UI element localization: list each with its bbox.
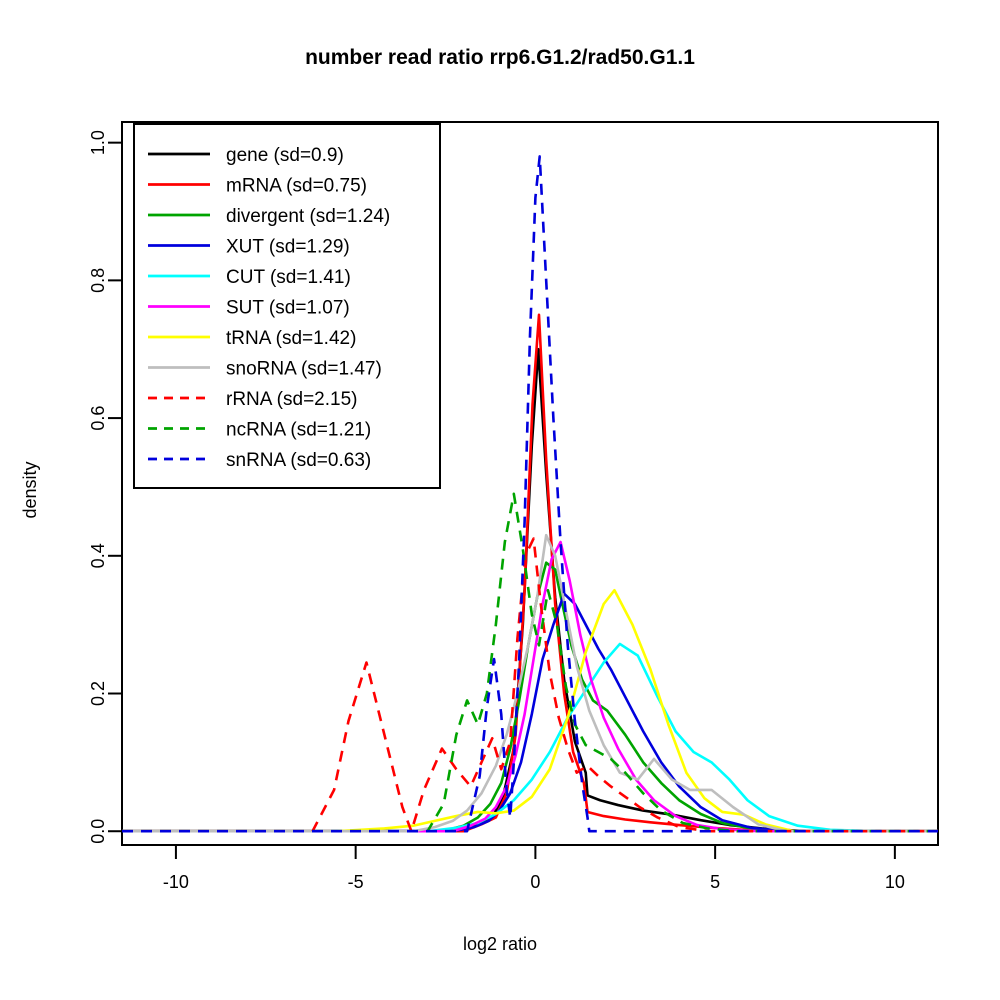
- series-line-tRNA: [122, 588, 938, 833]
- x-tick-label: 5: [710, 872, 720, 892]
- y-tick-label: 0.8: [88, 268, 108, 293]
- legend-label-tRNA: tRNA (sd=1.42): [226, 328, 356, 349]
- x-tick-label: 10: [885, 872, 905, 892]
- y-tick-label: 0.4: [88, 543, 108, 568]
- y-tick-label: 0.0: [88, 819, 108, 844]
- legend-label-ncRNA: ncRNA (sd=1.21): [226, 420, 371, 441]
- y-tick-label: 1.0: [88, 130, 108, 155]
- plot-frame: [121, 121, 939, 846]
- legend-label-SUT: SUT (sd=1.07): [226, 298, 350, 319]
- page-title: number read ratio rrp6.G1.2/rad50.G1.1: [305, 46, 695, 69]
- series-layer: [122, 155, 938, 833]
- legend-label-snRNA: snRNA (sd=0.63): [226, 450, 371, 471]
- legend-label-mRNA: mRNA (sd=0.75): [226, 176, 367, 197]
- legend-label-rRNA: rRNA (sd=2.15): [226, 389, 357, 410]
- legend-box: gene (sd=0.9) mRNA (sd=0.75) divergent (sd…: [133, 123, 441, 489]
- x-tick-label: 0: [530, 872, 540, 892]
- axes-layer: -10 -5 0 5 10 0.0 0.2 0.4 0.6 0.8 1.0: [88, 121, 939, 892]
- series-line-ncRNA: [122, 492, 938, 833]
- series-line-CUT: [122, 642, 938, 833]
- x-tick-label: -5: [348, 872, 364, 892]
- y-tick-label: 0.2: [88, 681, 108, 706]
- legend-label-XUT: XUT (sd=1.29): [226, 237, 350, 258]
- series-line-divergent: [122, 561, 938, 833]
- series-line-mRNA: [122, 313, 938, 833]
- legend-label-divergent: divergent (sd=1.24): [226, 206, 390, 227]
- y-tick-label: 0.6: [88, 406, 108, 431]
- legend-label-snoRNA: snoRNA (sd=1.47): [226, 359, 382, 380]
- legend-label-CUT: CUT (sd=1.41): [226, 267, 351, 288]
- x-tick-label: -10: [163, 872, 189, 892]
- series-line-rRNA: [122, 537, 938, 833]
- series-line-SUT: [122, 540, 938, 833]
- series-line-snRNA: [122, 155, 938, 833]
- legend-label-gene: gene (sd=0.9): [226, 145, 344, 166]
- x-axis-label: log2 ratio: [462, 934, 538, 954]
